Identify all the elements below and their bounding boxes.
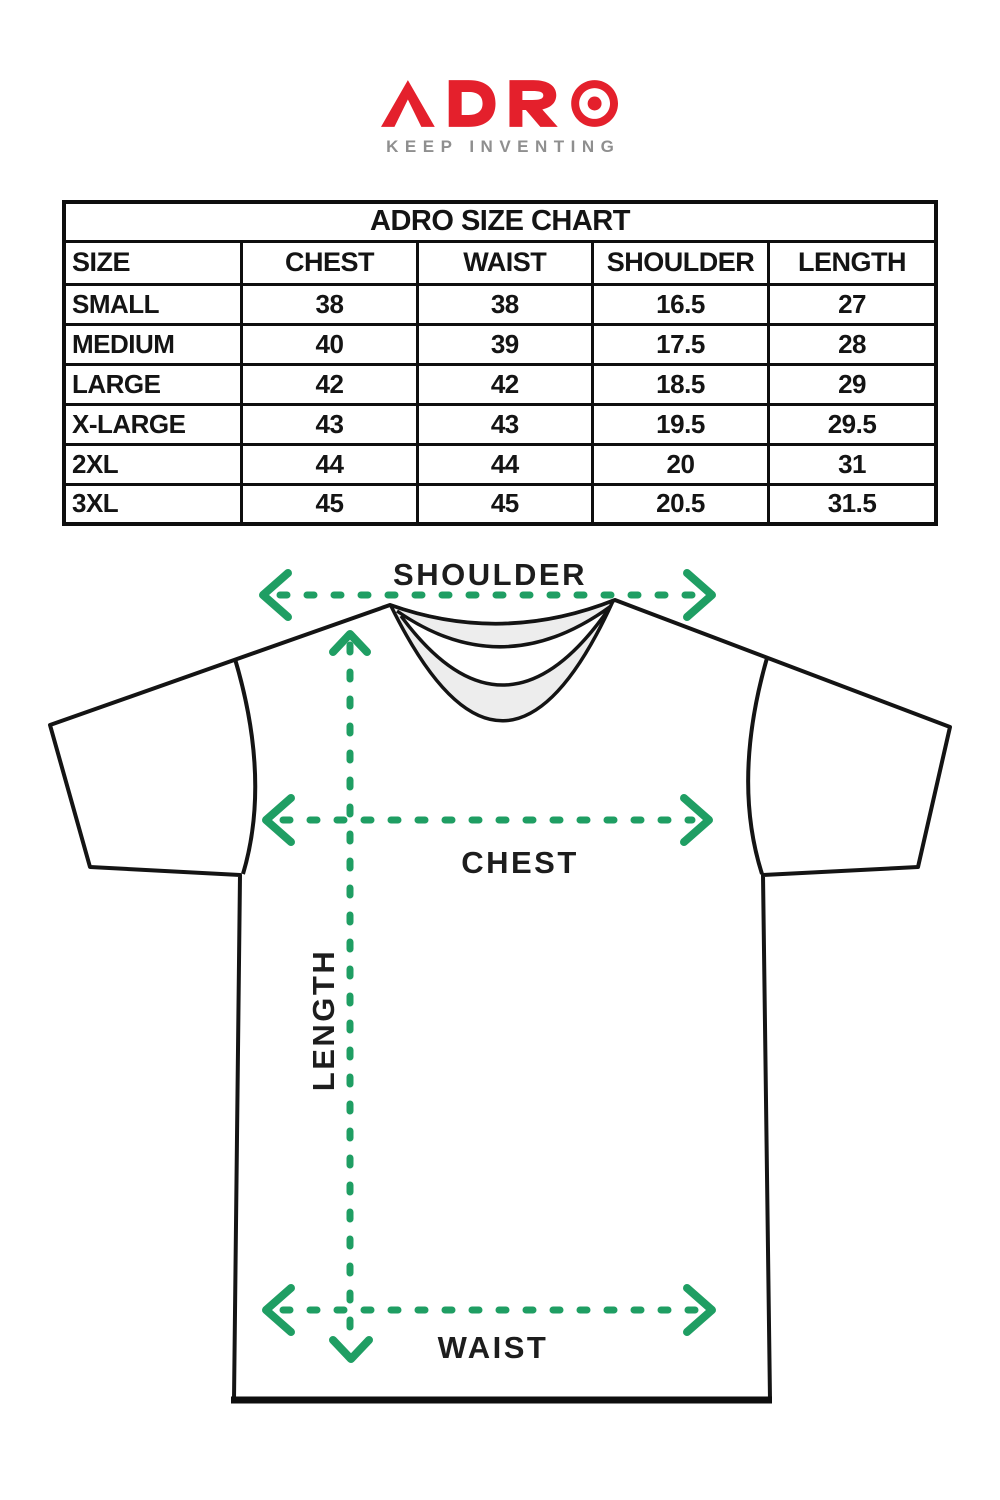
chest-label: CHEST <box>461 845 579 880</box>
cell-waist: 44 <box>415 442 594 486</box>
cell-shoulder: 20 <box>590 442 771 486</box>
table-row-small: SMALL 38 38 16.5 27 <box>62 282 938 326</box>
cell-size: 3XL <box>62 482 244 526</box>
adro-logo: ADRO <box>381 80 619 127</box>
cell-size: LARGE <box>62 362 244 406</box>
brand-header: ADRO KEEP INVENTING <box>0 80 1000 157</box>
cell-chest: 45 <box>240 482 419 526</box>
right-armhole-seam <box>746 657 769 875</box>
length-label: LENGTH <box>306 949 341 1091</box>
cell-shoulder: 16.5 <box>590 282 771 326</box>
cell-waist: 43 <box>415 402 594 446</box>
cell-shoulder: 19.5 <box>590 402 771 446</box>
cell-waist: 45 <box>415 482 594 526</box>
cell-chest: 43 <box>240 402 419 446</box>
col-header-waist: WAIST <box>415 239 594 286</box>
table-row-3xl: 3XL 45 45 20.5 31.5 <box>62 482 938 526</box>
chest-left-arrowhead-icon <box>262 794 295 846</box>
cell-length: 29.5 <box>767 402 938 446</box>
size-chart-title: ADRO SIZE CHART <box>62 200 938 243</box>
shoulder-right-arrowhead-icon <box>683 569 716 621</box>
cell-size: SMALL <box>62 282 244 326</box>
tshirt-outline <box>48 598 952 1404</box>
cell-length: 27 <box>767 282 938 326</box>
cell-length: 31 <box>767 442 938 486</box>
logo-letter-d <box>448 80 496 127</box>
cell-length: 29 <box>767 362 938 406</box>
logo-letter-a <box>381 80 435 127</box>
collar-arc-1 <box>389 598 616 626</box>
cell-waist: 38 <box>415 282 594 326</box>
size-chart-header-row: SIZE CHEST WAIST SHOULDER LENGTH <box>62 239 938 286</box>
tshirt-measurement-diagram: SHOULDER LENGTH CHEST WAIST <box>48 557 952 1404</box>
logo-o-dot <box>587 96 602 111</box>
cell-length: 28 <box>767 322 938 366</box>
cell-size: 2XL <box>62 442 244 486</box>
cell-chest: 42 <box>240 362 419 406</box>
logo-letter-o <box>571 80 619 127</box>
waist-label: WAIST <box>438 1330 549 1365</box>
table-row-large: LARGE 42 42 18.5 29 <box>62 362 938 406</box>
chest-arrow <box>262 794 713 846</box>
cell-shoulder: 17.5 <box>590 322 771 366</box>
table-row-2xl: 2XL 44 44 20 31 <box>62 442 938 486</box>
waist-arrow <box>262 1284 716 1336</box>
collar-arc-3 <box>399 608 610 687</box>
waist-right-arrowhead-icon <box>683 1284 716 1336</box>
waist-left-arrowhead-icon <box>262 1284 295 1336</box>
chest-right-arrowhead-icon <box>680 794 713 846</box>
cell-shoulder: 18.5 <box>590 362 771 406</box>
size-chart-title-row: ADRO SIZE CHART <box>62 200 938 243</box>
collar-arc-4 <box>389 600 615 723</box>
shoulder-left-arrowhead-icon <box>259 569 292 621</box>
shoulder-arrow <box>259 569 716 621</box>
table-row-medium: MEDIUM 40 39 17.5 28 <box>62 322 938 366</box>
size-chart-table: ADRO SIZE CHART SIZE CHEST WAIST SHOULDE… <box>62 200 938 526</box>
length-arrow <box>329 630 373 1363</box>
col-header-chest: CHEST <box>240 239 419 286</box>
col-header-shoulder: SHOULDER <box>590 239 771 286</box>
brand-tagline: KEEP INVENTING <box>386 137 621 156</box>
col-header-size: SIZE <box>62 239 244 286</box>
col-header-length: LENGTH <box>767 239 938 286</box>
cell-length: 31.5 <box>767 482 938 526</box>
cell-waist: 42 <box>415 362 594 406</box>
cell-size: X-LARGE <box>62 402 244 446</box>
shoulder-label: SHOULDER <box>393 557 587 592</box>
cell-size: MEDIUM <box>62 322 244 366</box>
logo-letter-r <box>509 80 558 127</box>
cell-shoulder: 20.5 <box>590 482 771 526</box>
length-up-arrowhead-icon <box>329 630 371 656</box>
collar-arc-2 <box>395 604 613 649</box>
left-armhole-seam <box>233 658 258 875</box>
length-down-arrowhead-icon <box>329 1336 373 1363</box>
cell-waist: 39 <box>415 322 594 366</box>
cell-chest: 38 <box>240 282 419 326</box>
cell-chest: 40 <box>240 322 419 366</box>
table-row-xlarge: X-LARGE 43 43 19.5 29.5 <box>62 402 938 446</box>
cell-chest: 44 <box>240 442 419 486</box>
